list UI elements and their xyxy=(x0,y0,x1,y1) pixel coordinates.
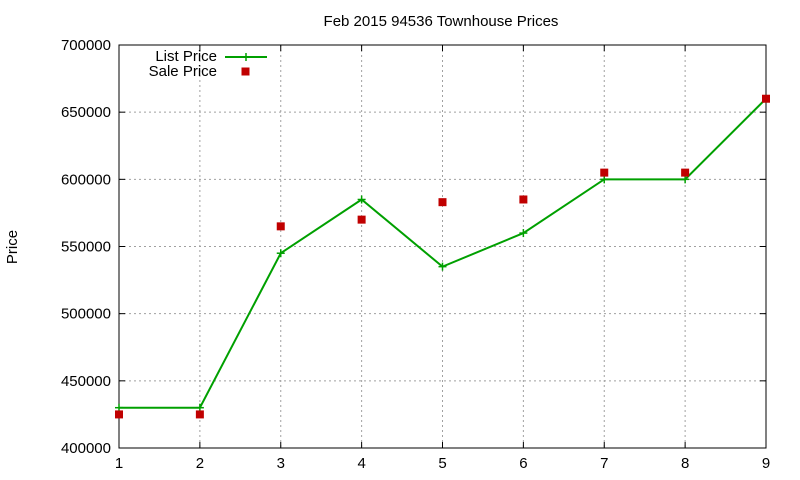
list-price-marker xyxy=(519,229,528,238)
chart-title: Feb 2015 94536 Townhouse Prices xyxy=(324,13,559,30)
grid-lines xyxy=(119,45,766,448)
legend-label-sale-price: Sale Price xyxy=(149,63,217,80)
series-layer xyxy=(115,94,770,419)
x-tick-label: 3 xyxy=(277,455,285,472)
list-price-marker xyxy=(681,175,690,184)
sale-price-point xyxy=(600,168,609,177)
y-tick-label: 450000 xyxy=(61,373,111,390)
x-tick-label: 5 xyxy=(438,455,446,472)
sale-price-point xyxy=(115,410,123,419)
axis-ticks: 1 2 3 4 5 6 7 8 9 400000 450000 500000 550000 600000 6… xyxy=(61,37,770,472)
sale-price-point xyxy=(357,215,366,224)
y-tick-label: 650000 xyxy=(61,104,111,121)
y-tick-label: 600000 xyxy=(61,171,111,188)
list-price-marker xyxy=(115,403,123,412)
legend-marker-list-price xyxy=(242,53,250,61)
sale-price-point xyxy=(195,410,204,419)
x-tick-label: 6 xyxy=(519,455,527,472)
x-tick-label: 9 xyxy=(762,455,770,472)
sale-price-point xyxy=(762,94,770,103)
x-tick-label: 1 xyxy=(115,455,123,472)
x-tick-label: 2 xyxy=(196,455,204,472)
sale-price-point xyxy=(276,222,285,231)
list-price-marker xyxy=(600,175,609,184)
x-tick-label: 8 xyxy=(681,455,689,472)
legend-marker-sale-price xyxy=(241,67,250,76)
list-price-marker xyxy=(357,195,366,204)
x-tick-label: 7 xyxy=(600,455,608,472)
list-price-marker xyxy=(195,403,204,412)
sale-price-point xyxy=(681,168,690,177)
list-price-marker xyxy=(438,262,447,271)
y-tick-label: 400000 xyxy=(61,440,111,457)
list-price-marker xyxy=(276,249,285,258)
sale-price-point xyxy=(438,198,447,207)
sale-price-point xyxy=(519,195,528,204)
x-tick-label: 4 xyxy=(357,455,365,472)
y-tick-label: 700000 xyxy=(61,37,111,54)
legend: List Price Sale Price xyxy=(149,48,267,80)
y-axis-label: Price xyxy=(4,230,21,264)
y-tick-label: 550000 xyxy=(61,239,111,256)
legend-label-list-price: List Price xyxy=(155,48,217,65)
y-tick-label: 500000 xyxy=(61,306,111,323)
